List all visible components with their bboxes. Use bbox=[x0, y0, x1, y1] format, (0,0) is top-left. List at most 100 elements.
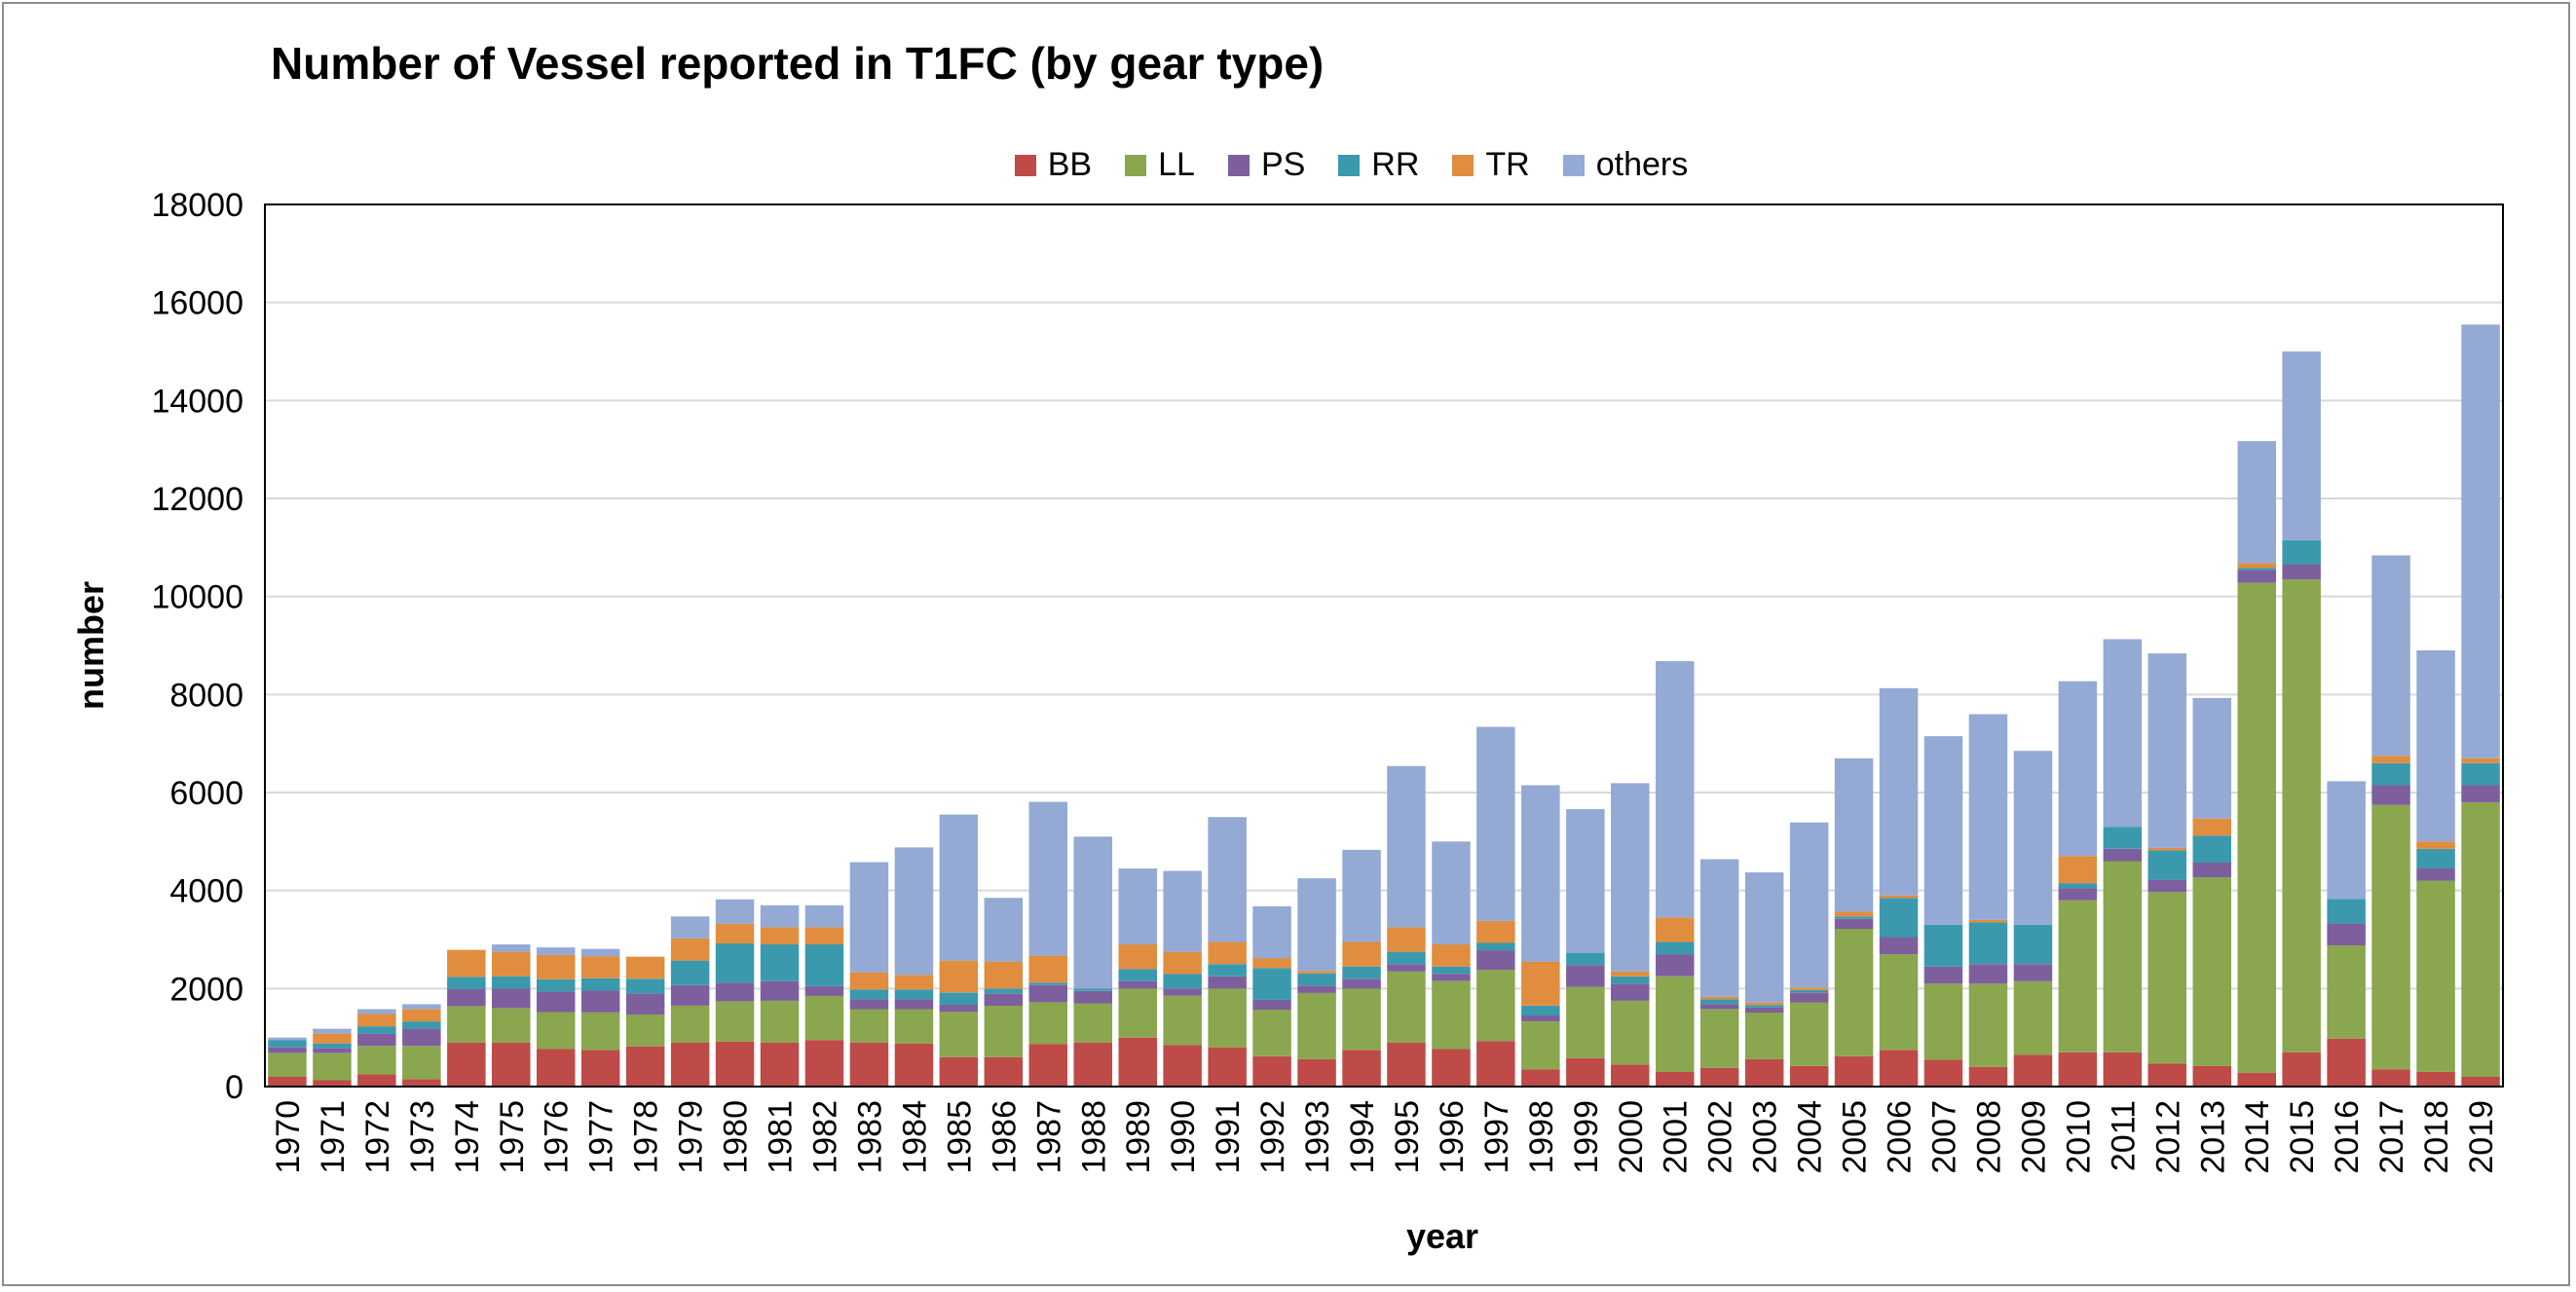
bar-RR-2002 bbox=[1699, 999, 1739, 1005]
y-tick-label: 2000 bbox=[169, 971, 243, 1008]
y-axis-title: number bbox=[71, 581, 111, 710]
x-tick-label: 1971 bbox=[315, 1100, 352, 1174]
bar-BB-1974 bbox=[447, 1042, 486, 1087]
y-tick-label: 18000 bbox=[151, 187, 243, 224]
bar-LL-2005 bbox=[1834, 928, 1874, 1056]
bar-LL-1973 bbox=[402, 1046, 441, 1080]
bar-RR-2012 bbox=[2147, 850, 2186, 880]
bar-PS-1993 bbox=[1297, 985, 1336, 993]
bar-PS-2009 bbox=[2013, 964, 2053, 981]
x-tick-label: 2012 bbox=[2149, 1100, 2186, 1174]
bar-RR-2013 bbox=[2192, 835, 2231, 863]
bar-RR-2016 bbox=[2327, 899, 2366, 924]
x-tick-label: 1977 bbox=[583, 1100, 620, 1174]
bar-others-2007 bbox=[1923, 736, 1963, 925]
x-tick-label: 1992 bbox=[1254, 1100, 1291, 1174]
bar-LL-1993 bbox=[1297, 992, 1336, 1059]
bar-LL-1995 bbox=[1387, 971, 1426, 1043]
legend-item-BB: BB bbox=[1014, 146, 1092, 184]
bar-PS-2001 bbox=[1656, 954, 1695, 977]
x-tick-label: 2013 bbox=[2194, 1100, 2231, 1174]
bar-RR-1980 bbox=[715, 943, 755, 983]
bar-BB-1987 bbox=[1028, 1044, 1067, 1087]
x-tick-label: 2011 bbox=[2105, 1100, 2142, 1171]
bar-LL-2018 bbox=[2416, 880, 2455, 1072]
x-tick-label: 1995 bbox=[1389, 1100, 1426, 1174]
bar-LL-2001 bbox=[1656, 976, 1695, 1072]
bar-BB-2013 bbox=[2192, 1065, 2231, 1087]
bar-PS-1994 bbox=[1342, 978, 1381, 989]
bar-RR-1991 bbox=[1208, 964, 1247, 977]
bar-BB-1988 bbox=[1073, 1042, 1112, 1087]
bar-LL-1988 bbox=[1073, 1003, 1112, 1043]
bar-LL-2013 bbox=[2192, 877, 2231, 1066]
bar-others-2009 bbox=[2013, 751, 2053, 925]
bar-TR-1984 bbox=[894, 975, 934, 990]
bar-TR-1978 bbox=[625, 956, 665, 979]
bar-BB-1983 bbox=[849, 1042, 889, 1087]
legend-swatch bbox=[1452, 154, 1475, 176]
bar-PS-2016 bbox=[2327, 923, 2366, 945]
bar-RR-1994 bbox=[1342, 966, 1381, 979]
bar-PS-2000 bbox=[1611, 983, 1650, 1001]
bar-LL-1970 bbox=[268, 1052, 307, 1077]
bar-BB-1994 bbox=[1342, 1050, 1381, 1088]
bar-others-1972 bbox=[357, 1009, 396, 1015]
bar-TR-2005 bbox=[1834, 911, 1874, 917]
x-tick-label: 2005 bbox=[1837, 1100, 1874, 1174]
bar-RR-1984 bbox=[894, 989, 934, 1000]
bar-LL-2008 bbox=[1968, 983, 2008, 1067]
x-tick-label: 2018 bbox=[2418, 1100, 2455, 1174]
bar-BB-1985 bbox=[939, 1056, 979, 1087]
x-tick-label: 1990 bbox=[1165, 1100, 1202, 1174]
bar-RR-1973 bbox=[402, 1021, 441, 1029]
x-tick-label: 1988 bbox=[1075, 1100, 1112, 1174]
bar-BB-1972 bbox=[357, 1074, 396, 1087]
bar-RR-2001 bbox=[1656, 941, 1695, 955]
bar-PS-1984 bbox=[894, 999, 934, 1010]
bar-LL-2010 bbox=[2058, 900, 2098, 1052]
bar-PS-1971 bbox=[313, 1048, 352, 1053]
bar-PS-1973 bbox=[402, 1028, 441, 1047]
bar-LL-1974 bbox=[447, 1006, 486, 1043]
x-tick-label: 2000 bbox=[1613, 1100, 1650, 1174]
bar-RR-1981 bbox=[760, 944, 800, 981]
bar-LL-1979 bbox=[670, 1006, 710, 1043]
bar-LL-2019 bbox=[2461, 802, 2500, 1077]
bar-RR-2019 bbox=[2461, 762, 2500, 786]
x-tick-label: 1979 bbox=[673, 1100, 710, 1174]
bar-TR-1987 bbox=[1028, 955, 1067, 983]
bar-LL-1985 bbox=[939, 1012, 979, 1057]
bar-TR-1991 bbox=[1208, 941, 1247, 965]
bar-LL-2014 bbox=[2237, 582, 2276, 1073]
bar-RR-1978 bbox=[625, 978, 665, 994]
bar-PS-2018 bbox=[2416, 868, 2455, 881]
bar-BB-2019 bbox=[2461, 1076, 2500, 1087]
bar-PS-2003 bbox=[1744, 1008, 1784, 1013]
bar-LL-1977 bbox=[580, 1013, 620, 1051]
bar-PS-2006 bbox=[1879, 937, 1919, 955]
bar-others-1998 bbox=[1521, 785, 1560, 962]
bar-RR-1986 bbox=[984, 988, 1024, 994]
y-tick-label: 10000 bbox=[151, 579, 243, 616]
bar-TR-1993 bbox=[1297, 971, 1336, 974]
bar-RR-2014 bbox=[2237, 568, 2276, 571]
bar-LL-1986 bbox=[984, 1006, 1024, 1057]
bar-PS-2014 bbox=[2237, 571, 2276, 583]
bar-BB-1977 bbox=[580, 1050, 620, 1088]
bar-PS-1999 bbox=[1566, 965, 1605, 987]
bar-others-1981 bbox=[760, 904, 800, 928]
bar-others-1971 bbox=[313, 1028, 352, 1034]
bar-TR-2017 bbox=[2371, 756, 2410, 763]
bar-LL-1982 bbox=[804, 995, 844, 1041]
bar-TR-1973 bbox=[402, 1009, 441, 1022]
bar-RR-2011 bbox=[2103, 827, 2143, 849]
legend-label: LL bbox=[1158, 146, 1195, 183]
bar-TR-1974 bbox=[447, 949, 486, 978]
bar-LL-2012 bbox=[2147, 892, 2186, 1064]
bar-PS-1978 bbox=[625, 993, 665, 1015]
bar-RR-1975 bbox=[492, 976, 531, 989]
bar-BB-2011 bbox=[2103, 1052, 2143, 1087]
bar-TR-2002 bbox=[1699, 996, 1739, 1000]
